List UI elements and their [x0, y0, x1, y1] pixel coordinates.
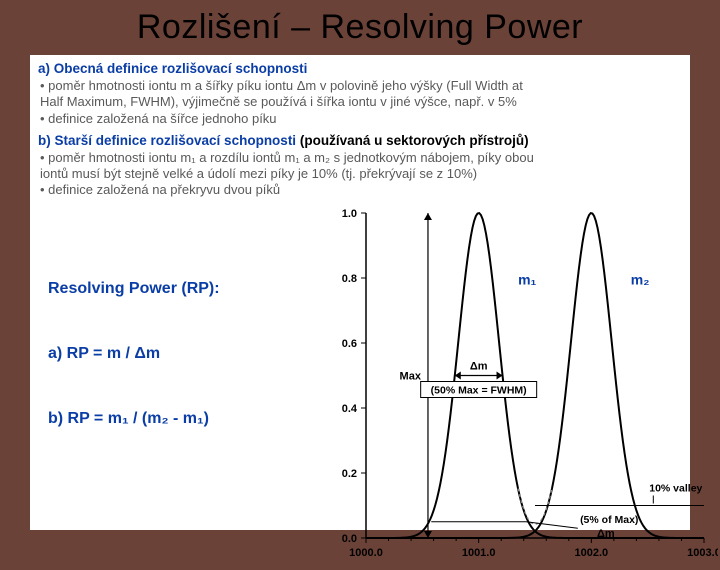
svg-text:(5% of Max): (5% of Max): [580, 514, 638, 526]
svg-text:0.8: 0.8: [342, 273, 357, 285]
svg-text:0.6: 0.6: [342, 338, 357, 350]
section-b-heading-blue: b) Starší definice rozlišovací schopnost…: [38, 133, 300, 148]
content-panel: a) Obecná definice rozlišovací schopnost…: [30, 55, 690, 530]
section-b-line3: • definice založená na překryvu dvou pík…: [40, 182, 682, 198]
svg-text:0.2: 0.2: [342, 468, 357, 480]
page-title: Rozlišení – Resolving Power: [0, 8, 720, 47]
svg-text:1003.0: 1003.0: [687, 547, 718, 559]
svg-text:0.0: 0.0: [342, 533, 357, 545]
section-a-line1: • poměr hmotnosti iontu m a šířky píku i…: [40, 78, 682, 94]
svg-text:Δm: Δm: [470, 361, 488, 373]
section-b-line1: • poměr hmotnosti iontu m₁ a rozdílu ion…: [40, 150, 682, 166]
svg-text:(50% Max = FWHM): (50% Max = FWHM): [431, 385, 527, 397]
svg-text:Δm: Δm: [597, 528, 615, 540]
section-b-heading: b) Starší definice rozlišovací schopnost…: [38, 133, 682, 148]
svg-text:10% valley: 10% valley: [649, 483, 702, 495]
svg-text:1002.0: 1002.0: [575, 547, 609, 559]
svg-text:0.4: 0.4: [342, 403, 358, 415]
section-a-heading: a) Obecná definice rozlišovací schopnost…: [38, 61, 682, 76]
formula-a: a) RP = m / Δm: [48, 345, 160, 363]
svg-text:1000.0: 1000.0: [349, 547, 383, 559]
section-a-line2: Half Maximum, FWHM), výjimečně se použív…: [40, 94, 682, 110]
svg-text:m₂: m₂: [631, 272, 650, 288]
resolving-power-chart: 1000.0 1001.0 1002.0 1003.0 0.0 0.2 0.4 0.6 0.8 1…: [318, 205, 718, 570]
section-a-line3: • definice založená na šířce jednoho pík…: [40, 111, 682, 127]
formula-b: b) RP = m₁ / (m₂ - m₁): [48, 410, 209, 428]
svg-text:Max: Max: [400, 371, 422, 383]
svg-text:1.0: 1.0: [342, 208, 357, 220]
section-b-heading-black: (používaná u sektorových přístrojů): [300, 133, 529, 148]
svg-text:1001.0: 1001.0: [462, 547, 496, 559]
resolving-power-label: Resolving Power (RP):: [48, 280, 220, 298]
section-b-line2: iontů musí být stejně velké a údolí mezi…: [40, 166, 682, 182]
svg-text:m₁: m₁: [518, 272, 536, 288]
